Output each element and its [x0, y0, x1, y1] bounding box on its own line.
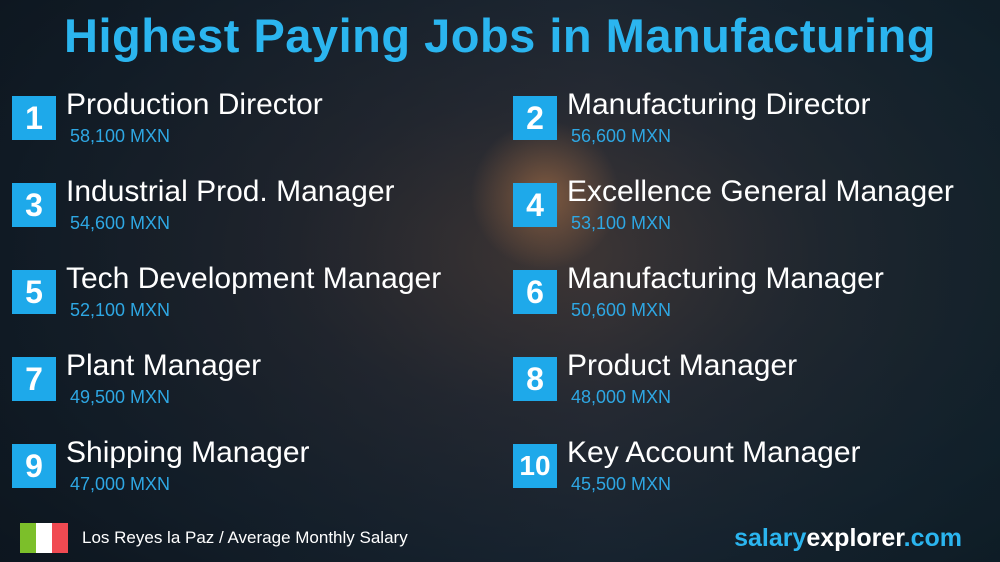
page-title: Highest Paying Jobs in Manufacturing [64, 9, 936, 62]
job-salary: 58,100 MXN [70, 126, 171, 146]
job-item: 2 Manufacturing Director 56,600 MXN [513, 88, 1000, 158]
rank-badge: 10 [513, 444, 557, 488]
job-salary: 48,000 MXN [571, 387, 672, 407]
mexico-flag-icon [20, 523, 68, 553]
job-salary: 50,600 MXN [571, 300, 672, 320]
job-title: Manufacturing Director [567, 88, 871, 121]
job-salary: 52,100 MXN [70, 300, 171, 320]
job-item: 5 Tech Development Manager 52,100 MXN [12, 262, 502, 332]
job-salary: 53,100 MXN [571, 213, 672, 233]
footer: Los Reyes la Paz / Average Monthly Salar… [20, 523, 408, 553]
rank-badge: 5 [12, 270, 56, 314]
job-title: Plant Manager [66, 349, 262, 382]
job-item: 3 Industrial Prod. Manager 54,600 MXN [12, 175, 502, 245]
job-item: 9 Shipping Manager 47,000 MXN [12, 436, 502, 506]
brand-logo: salaryexplorer.com [734, 524, 962, 553]
rank-badge: 8 [513, 357, 557, 401]
rank-badge: 4 [513, 183, 557, 227]
job-item: 1 Production Director 58,100 MXN [12, 88, 502, 158]
job-salary: 54,600 MXN [70, 213, 171, 233]
brand-part-explorer: explorer [806, 524, 904, 552]
job-item: 8 Product Manager 48,000 MXN [513, 349, 1000, 419]
job-item: 7 Plant Manager 49,500 MXN [12, 349, 502, 419]
job-salary: 56,600 MXN [571, 126, 672, 146]
location-label: Los Reyes la Paz / Average Monthly Salar… [82, 528, 408, 547]
job-item: 10 Key Account Manager 45,500 MXN [513, 436, 1000, 506]
job-title: Key Account Manager [567, 436, 861, 469]
rank-badge: 6 [513, 270, 557, 314]
job-title: Production Director [66, 88, 323, 121]
rank-badge: 2 [513, 96, 557, 140]
job-salary: 47,000 MXN [70, 474, 171, 494]
rank-badge: 1 [12, 96, 56, 140]
brand-part-com: .com [903, 524, 962, 552]
job-salary: 45,500 MXN [571, 474, 672, 494]
job-title: Tech Development Manager [66, 262, 442, 295]
job-salary: 49,500 MXN [70, 387, 171, 407]
job-title: Industrial Prod. Manager [66, 175, 395, 208]
job-item: 4 Excellence General Manager 53,100 MXN [513, 175, 1000, 245]
job-item: 6 Manufacturing Manager 50,600 MXN [513, 262, 1000, 332]
rank-badge: 7 [12, 357, 56, 401]
job-title: Manufacturing Manager [567, 262, 884, 295]
brand-part-salary: salary [734, 524, 807, 552]
job-title: Excellence General Manager [567, 175, 954, 208]
rank-badge: 3 [12, 183, 56, 227]
job-title: Shipping Manager [66, 436, 310, 469]
job-title: Product Manager [567, 349, 798, 382]
rank-badge: 9 [12, 444, 56, 488]
